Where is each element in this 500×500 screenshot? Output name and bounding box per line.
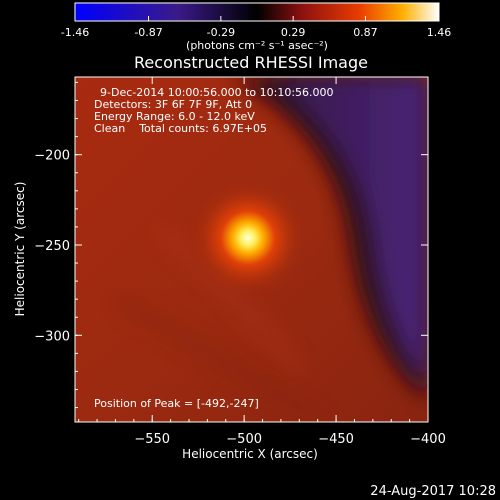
x-tick-label: −500 <box>226 432 262 447</box>
y-axis-ticks: −200 −250 −300 <box>34 81 428 409</box>
y-tick-label: −250 <box>34 239 70 254</box>
annotation-detectors: Detectors: 3F 6F 7F 9F, Att 0 <box>94 98 252 111</box>
x-tick-label: −450 <box>318 432 354 447</box>
footer-date: 24-Aug-2017 10:28 <box>370 484 496 499</box>
x-tick-label: −550 <box>134 432 170 447</box>
heatmap-image <box>75 77 428 422</box>
peak-position-label: Position of Peak = [-492,-247] <box>94 397 259 410</box>
y-axis-label: Heliocentric Y (arcsec) <box>13 182 27 317</box>
chart-title: Reconstructed RHESSI Image <box>134 53 368 72</box>
annotation-time: 9-Dec-2014 10:00:56.000 to 10:10:56.000 <box>100 86 334 99</box>
y-tick-label: −300 <box>34 329 70 344</box>
colorbar-units: (photons cm⁻² s⁻¹ asec⁻²) <box>186 39 328 52</box>
info-annotations: 9-Dec-2014 10:00:56.000 to 10:10:56.000 … <box>94 86 334 410</box>
colorbar-tick-label: 0.29 <box>281 26 306 39</box>
plot-frame <box>74 76 429 423</box>
colorbar-tick-label: -0.29 <box>207 26 235 39</box>
colorbar-ticks: -1.46 -0.87 -0.29 0.29 0.87 1.46 <box>61 16 451 39</box>
colorbar-tick-label: 0.87 <box>353 26 378 39</box>
y-tick-label: −200 <box>34 149 70 164</box>
x-axis-label: Heliocentric X (arcsec) <box>182 447 318 461</box>
colorbar-tick-label: -1.46 <box>61 26 89 39</box>
colorbar <box>74 2 440 22</box>
x-tick-label: −400 <box>410 432 446 447</box>
colorbar-tick-label: -0.87 <box>134 26 162 39</box>
annotation-energy: Energy Range: 6.0 - 12.0 keV <box>94 110 255 123</box>
colorbar-tick-label: 1.46 <box>427 26 452 39</box>
flare-source <box>188 178 308 298</box>
x-axis-ticks: −550 −500 −450 −400 <box>78 77 446 447</box>
annotation-counts: Clean Total counts: 6.97E+05 <box>94 122 267 135</box>
